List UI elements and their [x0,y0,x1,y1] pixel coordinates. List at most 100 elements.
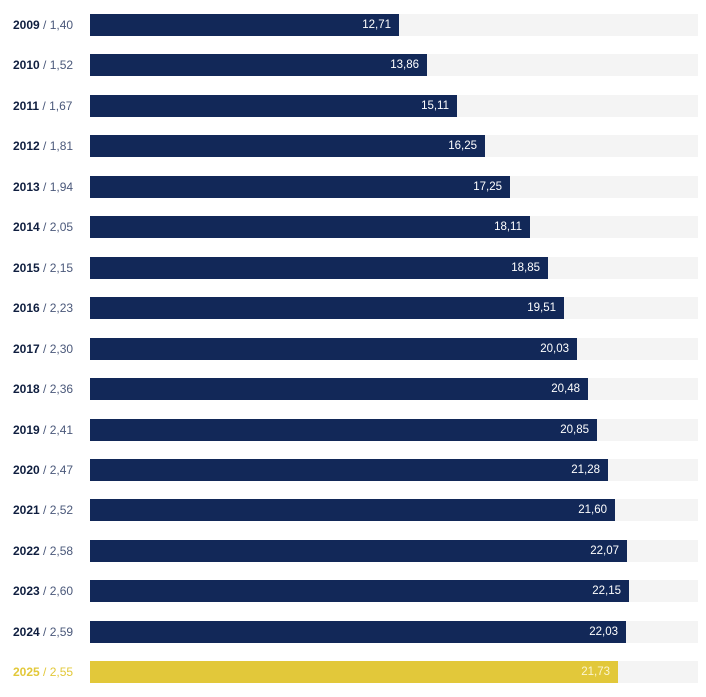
separator: / [39,99,50,113]
year-label: 2024 [13,625,40,639]
year-label: 2022 [13,544,40,558]
bar-row-2017: 2017 / 2,30 20,03 [0,338,706,360]
bar-row-2021: 2021 / 2,52 21,60 [0,499,706,521]
ratio-label: 2,36 [49,382,74,396]
year-label: 2010 [13,58,40,72]
bar: 20,03 [90,338,577,360]
ratio-label: 2,41 [49,423,74,437]
bar-row-2025: 2025 / 2,55 21,73 [0,661,706,683]
bar-row-2022: 2022 / 2,58 22,07 [0,540,706,562]
bar: 21,28 [90,459,608,481]
bar-row-2020: 2020 / 2,47 21,28 [0,459,706,481]
bar-row-2019: 2019 / 2,41 20,85 [0,419,706,441]
year-label: 2014 [13,220,40,234]
separator: / [39,625,50,639]
row-label: 2023 / 2,60 [13,580,73,602]
year-label: 2013 [13,180,40,194]
ratio-label: 2,23 [49,301,74,315]
row-label: 2012 / 1,81 [13,135,73,157]
separator: / [39,382,50,396]
row-label: 2013 / 1,94 [13,176,73,198]
bar-track: 20,03 [90,338,698,360]
row-label: 2018 / 2,36 [13,378,73,400]
ratio-label: 2,58 [49,544,74,558]
bar-value-label: 21,73 [581,666,610,678]
bar-row-2010: 2010 / 1,52 13,86 [0,54,706,76]
ratio-label: 1,67 [49,99,73,113]
row-label: 2024 / 2,59 [13,621,73,643]
row-label: 2017 / 2,30 [13,338,73,360]
row-label: 2009 / 1,40 [13,14,73,36]
separator: / [39,261,50,275]
bar: 18,85 [90,257,548,279]
bar-value-label: 16,25 [448,140,477,152]
year-label: 2016 [13,301,40,315]
separator: / [39,180,50,194]
separator: / [39,139,50,153]
bar-track: 22,03 [90,621,698,643]
separator: / [39,544,50,558]
bar: 20,85 [90,419,597,441]
bar-value-label: 18,11 [494,221,522,233]
row-label: 2020 / 2,47 [13,459,73,481]
year-label: 2018 [13,382,40,396]
separator: / [39,301,50,315]
year-label: 2011 [13,99,40,113]
bar: 13,86 [90,54,427,76]
bar: 22,03 [90,621,626,643]
ratio-label: 2,30 [49,342,74,356]
bar-value-label: 13,86 [390,59,419,71]
bar-value-label: 22,15 [592,585,621,597]
bar-row-2014: 2014 / 2,05 18,11 [0,216,706,238]
separator: / [39,342,50,356]
row-label: 2021 / 2,52 [13,499,73,521]
bar-value-label: 15,11 [421,100,449,112]
row-label: 2019 / 2,41 [13,419,73,441]
row-label: 2025 / 2,55 [13,661,73,683]
year-label: 2020 [13,463,40,477]
bar: 18,11 [90,216,530,238]
bar-row-2011: 2011 / 1,67 15,11 [0,95,706,117]
year-label: 2015 [13,261,40,275]
bar-value-label: 22,07 [590,545,619,557]
bar-row-2024: 2024 / 2,59 22,03 [0,621,706,643]
bar-value-label: 12,71 [362,19,391,31]
separator: / [39,18,50,32]
row-label: 2010 / 1,52 [13,54,73,76]
ratio-label: 2,05 [49,220,74,234]
ratio-label: 2,60 [49,584,74,598]
bar-track: 12,71 [90,14,698,36]
bar-value-label: 19,51 [527,302,556,314]
bar-value-label: 17,25 [473,181,502,193]
ratio-label: 2,47 [49,463,74,477]
bar-row-2012: 2012 / 1,81 16,25 [0,135,706,157]
ratio-label: 1,52 [49,58,74,72]
bar-track: 22,15 [90,580,698,602]
year-label: 2023 [13,584,40,598]
ratio-label: 1,40 [49,18,74,32]
bar: 19,51 [90,297,564,319]
ratio-label: 1,94 [49,180,74,194]
bar: 20,48 [90,378,588,400]
bar-row-2016: 2016 / 2,23 19,51 [0,297,706,319]
year-label: 2021 [13,503,40,517]
bar-track: 17,25 [90,176,698,198]
bar-row-2023: 2023 / 2,60 22,15 [0,580,706,602]
bar-track: 15,11 [90,95,698,117]
row-label: 2011 / 1,67 [13,95,72,117]
ratio-label: 1,81 [49,139,74,153]
bar-track: 20,85 [90,419,698,441]
row-label: 2016 / 2,23 [13,297,73,319]
row-label: 2014 / 2,05 [13,216,73,238]
bar-track: 21,28 [90,459,698,481]
bar-track: 21,73 [90,661,698,683]
bar: 17,25 [90,176,510,198]
row-label: 2022 / 2,58 [13,540,73,562]
separator: / [39,665,50,679]
ratio-label: 2,59 [49,625,74,639]
ratio-label: 2,15 [49,261,74,275]
bar-track: 21,60 [90,499,698,521]
bar-value-label: 20,85 [560,424,589,436]
bar-row-2009: 2009 / 1,40 12,71 [0,14,706,36]
bar-value-label: 21,28 [571,464,600,476]
